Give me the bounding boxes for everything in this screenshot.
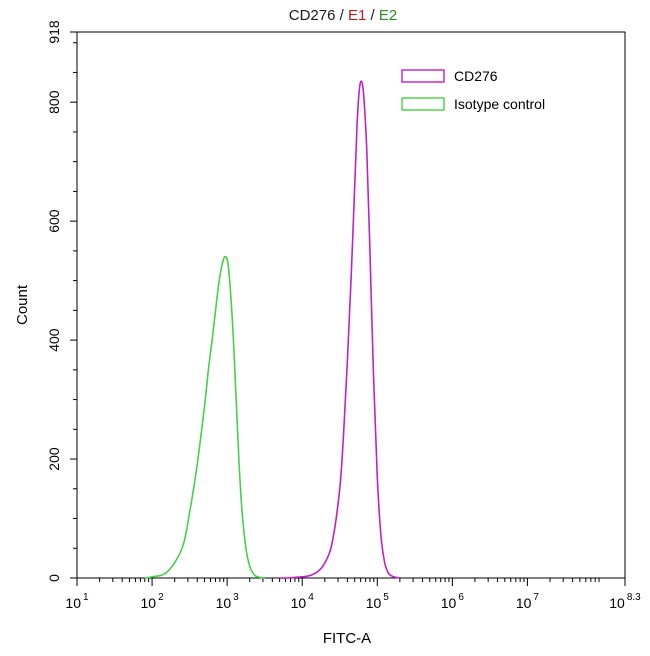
title-part-3: / xyxy=(366,7,379,24)
title-part-1: / xyxy=(335,7,348,24)
y-tick-label-0: 0 xyxy=(46,574,62,582)
legend-label-0: CD276 xyxy=(454,68,498,84)
x-tick-label-0: 10 1 xyxy=(65,592,89,611)
x-tick-label-7: 10 8.3 xyxy=(609,592,641,611)
title-part-4: E2 xyxy=(379,7,397,24)
x-axis: 10 1 10 2 10 3 10 4 10 5 10 6 10 7 10 8.3 xyxy=(65,578,641,611)
y-axis: 0 200 400 600 800 918 xyxy=(46,20,77,582)
x-tick-label-1: 10 2 xyxy=(140,592,164,611)
x-tick-label-6: 10 7 xyxy=(516,592,540,611)
plot-frame xyxy=(76,31,626,579)
y-tick-label-5: 918 xyxy=(46,20,62,44)
series-line-0 xyxy=(279,80,400,579)
y-tick-label-1: 200 xyxy=(46,447,62,471)
y-tick-label-3: 600 xyxy=(46,209,62,233)
legend: CD276 Isotype control xyxy=(401,68,545,112)
y-axis-label: Count xyxy=(14,284,31,325)
x-tick-label-3: 10 4 xyxy=(291,592,315,611)
series-line-1 xyxy=(144,255,265,579)
legend-label-1: Isotype control xyxy=(454,96,545,112)
y-tick-label-4: 800 xyxy=(46,90,62,114)
legend-swatch-0 xyxy=(401,69,445,83)
x-tick-label-2: 10 3 xyxy=(216,592,240,611)
x-tick-label-5: 10 6 xyxy=(441,592,465,611)
plot-series xyxy=(144,80,400,579)
title-part-0: CD276 xyxy=(289,7,336,24)
x-tick-label-4: 10 5 xyxy=(366,592,390,611)
legend-swatch-1 xyxy=(401,97,445,111)
title-part-2: E1 xyxy=(348,7,366,24)
y-tick-label-2: 400 xyxy=(46,328,62,352)
x-axis-label: FITC-A xyxy=(323,630,371,647)
chart-title: CD276 / E1 / E2 xyxy=(289,7,397,24)
